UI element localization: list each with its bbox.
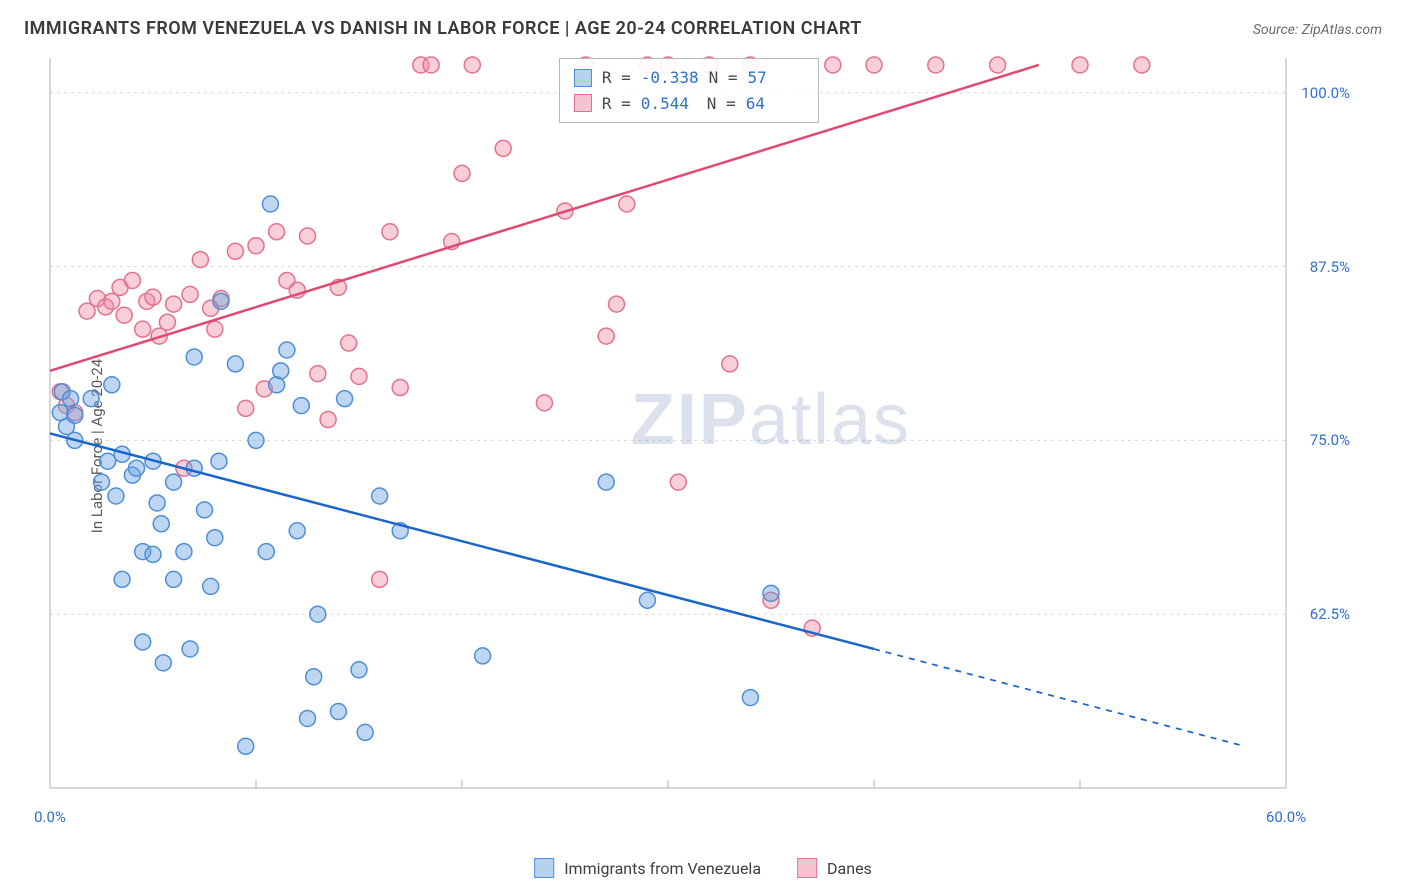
stats-swatch [574,69,592,87]
legend-label-danes: Danes [827,859,872,878]
legend-swatch-venezuela [534,858,554,878]
r-label: R = [602,91,631,117]
stats-swatch [574,94,592,112]
y-tick-label: 100.0% [1301,84,1350,102]
r-label: R = [602,65,631,91]
scatter-chart [48,56,1358,826]
r-value: -0.338 [641,65,699,91]
legend-item-danes: Danes [797,858,872,878]
x-tick-label: 0.0% [34,808,66,826]
legend-swatch-danes [797,858,817,878]
n-value: 64 [746,91,802,117]
source-label: Source: ZipAtlas.com [1253,22,1382,38]
bottom-legend: Immigrants from Venezuela Danes [534,858,872,878]
r-value: 0.544 [641,91,697,117]
stats-row: R = 0.544 N = 64 [574,91,804,117]
n-label: N = [709,65,738,91]
chart-title: IMMIGRANTS FROM VENEZUELA VS DANISH IN L… [24,18,862,39]
stats-row: R = -0.338 N = 57 [574,65,804,91]
legend-label-venezuela: Immigrants from Venezuela [564,859,761,878]
y-tick-label: 75.0% [1310,431,1350,449]
n-label: N = [707,91,736,117]
x-tick-label: 60.0% [1266,808,1306,826]
y-tick-label: 87.5% [1310,258,1350,276]
n-value: 57 [748,65,804,91]
stats-legend: R = -0.338 N = 57 R = 0.544 N = 64 [559,58,819,123]
y-tick-label: 62.5% [1310,605,1350,623]
legend-item-venezuela: Immigrants from Venezuela [534,858,761,878]
plot-area: ZIPatlas 62.5%75.0%87.5%100.0%0.0%60.0% [48,56,1358,826]
